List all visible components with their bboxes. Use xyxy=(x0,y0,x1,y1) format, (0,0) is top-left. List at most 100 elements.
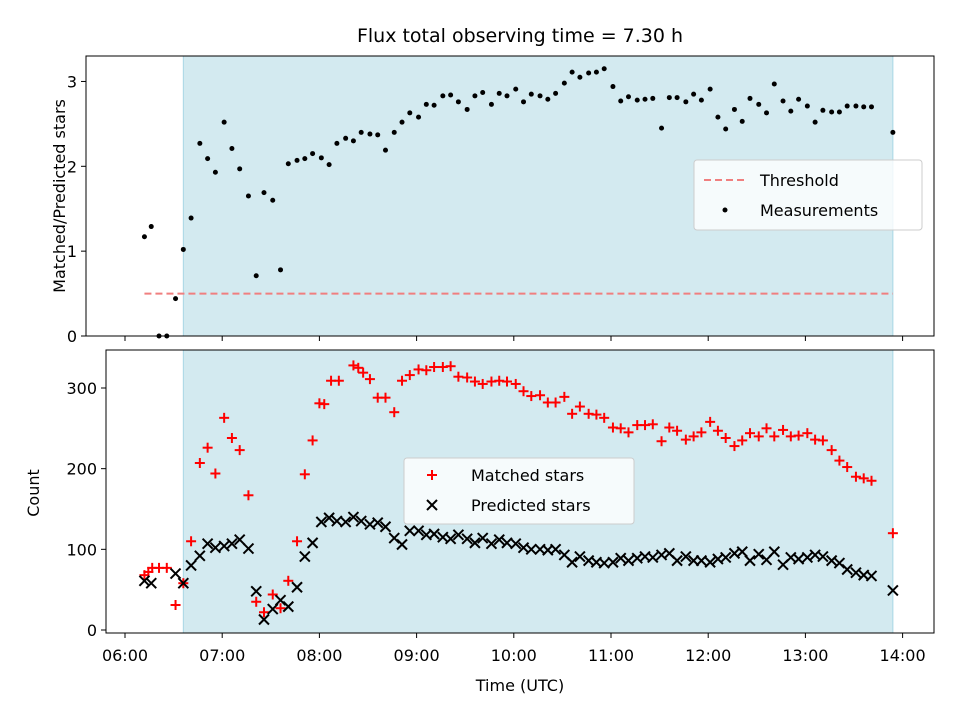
predicted-star-point xyxy=(404,525,416,537)
matched-star-point xyxy=(526,391,537,402)
matched-star-point xyxy=(453,371,464,382)
measurement-point xyxy=(278,267,284,273)
predicted-star-point xyxy=(444,533,457,545)
measurement-point xyxy=(601,66,607,72)
measurement-point xyxy=(261,190,267,196)
predicted-star-point xyxy=(622,554,635,567)
predicted-star-point xyxy=(493,533,505,546)
matched-star-point xyxy=(477,378,488,389)
matched-star-point xyxy=(826,445,837,456)
x-tick-label: 14:00 xyxy=(880,646,926,665)
measurement-point xyxy=(861,104,867,110)
measurement-point xyxy=(148,224,154,230)
matched-star-point xyxy=(737,435,748,446)
measurement-point xyxy=(173,296,179,302)
measurement-point xyxy=(285,161,291,167)
matched-star-point xyxy=(664,422,675,433)
predicted-star-point xyxy=(347,511,360,523)
matched-star-point xyxy=(761,423,772,434)
measurement-point xyxy=(683,99,689,105)
top-y-tick-label: 2 xyxy=(67,157,77,176)
bottom-series-group xyxy=(138,360,899,626)
matched-star-point xyxy=(429,362,440,373)
matched-star-point xyxy=(615,423,626,434)
measurement-point xyxy=(698,97,704,103)
measurement-point xyxy=(829,109,835,115)
measurement-point xyxy=(367,131,373,137)
measurement-point xyxy=(788,108,794,114)
matched-star-point xyxy=(319,399,330,410)
matched-star-point xyxy=(389,407,400,418)
x-tick-label: 09:00 xyxy=(394,646,440,665)
predicted-star-point xyxy=(476,532,489,544)
predicted-star-point xyxy=(792,553,805,565)
measurement-point xyxy=(707,86,713,92)
top-x-axis xyxy=(124,336,904,341)
predicted-star-point xyxy=(744,554,756,567)
measurement-point xyxy=(302,156,308,162)
measurement-point xyxy=(659,125,665,131)
predicted-star-point xyxy=(282,600,295,613)
predicted-star-point xyxy=(704,556,716,568)
matched-star-point xyxy=(753,431,764,442)
predicted-star-point xyxy=(250,585,262,597)
matched-star-point xyxy=(842,462,853,473)
legend-measurements-swatch xyxy=(722,207,728,213)
predicted-star-point xyxy=(801,551,814,564)
measurement-point xyxy=(416,114,422,120)
measurement-point xyxy=(796,96,802,102)
measurement-point xyxy=(455,99,461,105)
measurement-point xyxy=(634,97,640,103)
predicted-star-point xyxy=(169,567,182,580)
matched-star-point xyxy=(744,428,755,439)
matched-star-point xyxy=(834,455,845,466)
predicted-star-point xyxy=(510,537,522,550)
matched-star-point xyxy=(397,375,408,386)
predicted-star-point xyxy=(372,517,384,529)
matched-star-point xyxy=(194,458,205,469)
bottom-axes-frame xyxy=(105,349,935,634)
measurement-point xyxy=(586,70,592,76)
matched-star-point xyxy=(672,425,683,436)
matched-star-point xyxy=(574,401,585,412)
matched-star-point xyxy=(793,430,804,441)
measurement-point xyxy=(350,138,356,144)
x-tick-label: 12:00 xyxy=(685,646,731,665)
measurement-point xyxy=(739,118,745,124)
legend-matched-label: Matched stars xyxy=(471,466,584,485)
predicted-star-point xyxy=(379,521,392,533)
matched-star-point xyxy=(599,412,610,423)
measurement-point xyxy=(723,126,729,132)
predicted-star-point xyxy=(428,528,440,540)
measurement-point xyxy=(521,99,527,105)
measurement-point xyxy=(642,96,648,102)
measurement-point xyxy=(610,84,616,90)
matched-star-point xyxy=(887,528,898,539)
matched-star-point xyxy=(267,589,278,600)
matched-star-point xyxy=(283,575,294,586)
matched-star-point xyxy=(518,386,529,397)
predicted-star-point xyxy=(615,552,627,564)
measurement-point xyxy=(771,81,777,87)
matched-star-point xyxy=(720,433,731,444)
predicted-star-point xyxy=(226,537,238,550)
measurement-point xyxy=(553,90,559,96)
predicted-star-point xyxy=(549,543,562,556)
matched-star-point xyxy=(858,473,869,484)
matched-star-point xyxy=(226,433,237,444)
measurement-point xyxy=(245,193,251,199)
matched-star-point xyxy=(778,424,789,435)
predicted-star-point xyxy=(339,516,352,528)
matched-star-point xyxy=(729,441,740,452)
predicted-star-point xyxy=(841,563,853,576)
measurement-point xyxy=(180,246,186,252)
measurement-point xyxy=(812,119,818,125)
matched-star-point xyxy=(501,376,512,387)
legend-matched-swatch xyxy=(427,470,437,480)
measurement-point xyxy=(382,147,388,153)
predicted-star-point xyxy=(177,577,190,589)
predicted-star-point xyxy=(525,543,538,556)
measurement-point xyxy=(358,129,364,135)
